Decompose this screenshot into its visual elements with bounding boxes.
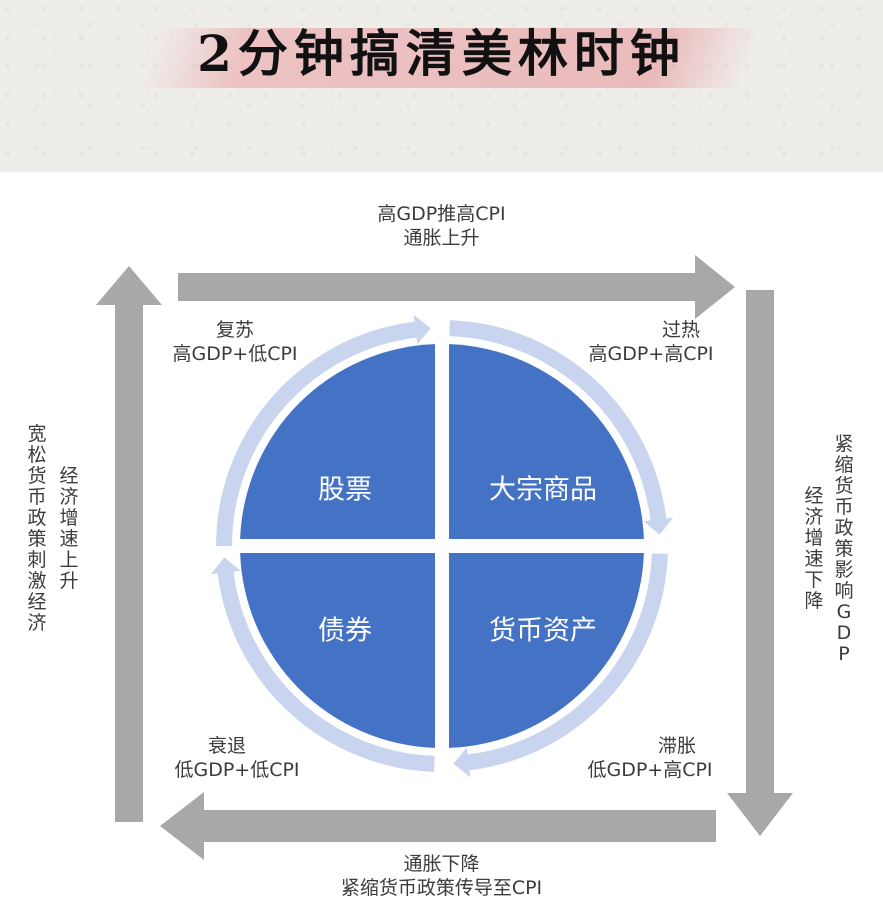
asset-cash: 货币资产: [489, 615, 597, 647]
bottom-label-line2: 紧缩货币政策传导至CPI: [340, 877, 543, 899]
left-label-col2: 经济增速上升: [59, 465, 79, 592]
phase-recession-name: 衰退: [208, 735, 247, 757]
bottom-label-line1: 通胀下降: [403, 853, 480, 875]
top-label-line2: 通胀上升: [403, 227, 480, 249]
ring-arc-top-right: [449, 320, 674, 535]
phase-recovery: 复苏 高GDP+低CPI: [150, 318, 320, 366]
header-banner: [0, 0, 883, 172]
phase-stagflation: 滞胀 低GDP+高CPI: [560, 734, 740, 782]
phase-recession: 衰退 低GDP+低CPI: [152, 734, 322, 782]
top-label-line1: 高GDP推高CPI: [377, 203, 506, 225]
phase-overheat: 过热 高GDP+高CPI: [562, 318, 740, 366]
page-title: 2分钟搞清美林时钟: [197, 24, 686, 83]
right-label-col1: 紧缩货币政策影响GDP: [834, 433, 854, 665]
phase-recession-cond: 低GDP+低CPI: [174, 759, 300, 781]
left-arrow: [96, 266, 162, 822]
right-arrow: [727, 290, 793, 836]
phase-recovery-name: 复苏: [215, 319, 254, 341]
asset-stocks: 股票: [318, 474, 372, 506]
right-label-col2: 经济增速下降: [804, 485, 824, 612]
phase-recovery-cond: 高GDP+低CPI: [172, 343, 298, 365]
phase-stagflation-cond: 低GDP+高CPI: [587, 759, 713, 781]
left-label-col1: 宽松货币政策刺激经济: [27, 423, 47, 634]
top-arrow: [178, 255, 735, 319]
top-label: 高GDP推高CPI 通胀上升: [0, 202, 883, 250]
quadrant-top-right: [449, 344, 644, 539]
asset-bonds: 债券: [318, 615, 372, 647]
ring-arc-bottom-left: [210, 557, 435, 772]
ring-arc-top-left: [216, 314, 431, 546]
quadrant-top-left: [240, 344, 435, 539]
asset-commodities: 大宗商品: [489, 474, 597, 506]
phase-overheat-name: 过热: [661, 319, 700, 341]
quadrant-bottom-right: [449, 553, 644, 748]
phase-overheat-cond: 高GDP+高CPI: [588, 343, 714, 365]
quadrant-bottom-left: [240, 553, 435, 748]
bottom-arrow-shape: [160, 792, 716, 860]
cycle-ring: [210, 314, 674, 778]
phase-stagflation-name: 滞胀: [657, 735, 696, 757]
ring-arc-bottom-right: [453, 553, 668, 778]
bottom-label: 通胀下降 紧缩货币政策传导至CPI: [0, 852, 883, 900]
